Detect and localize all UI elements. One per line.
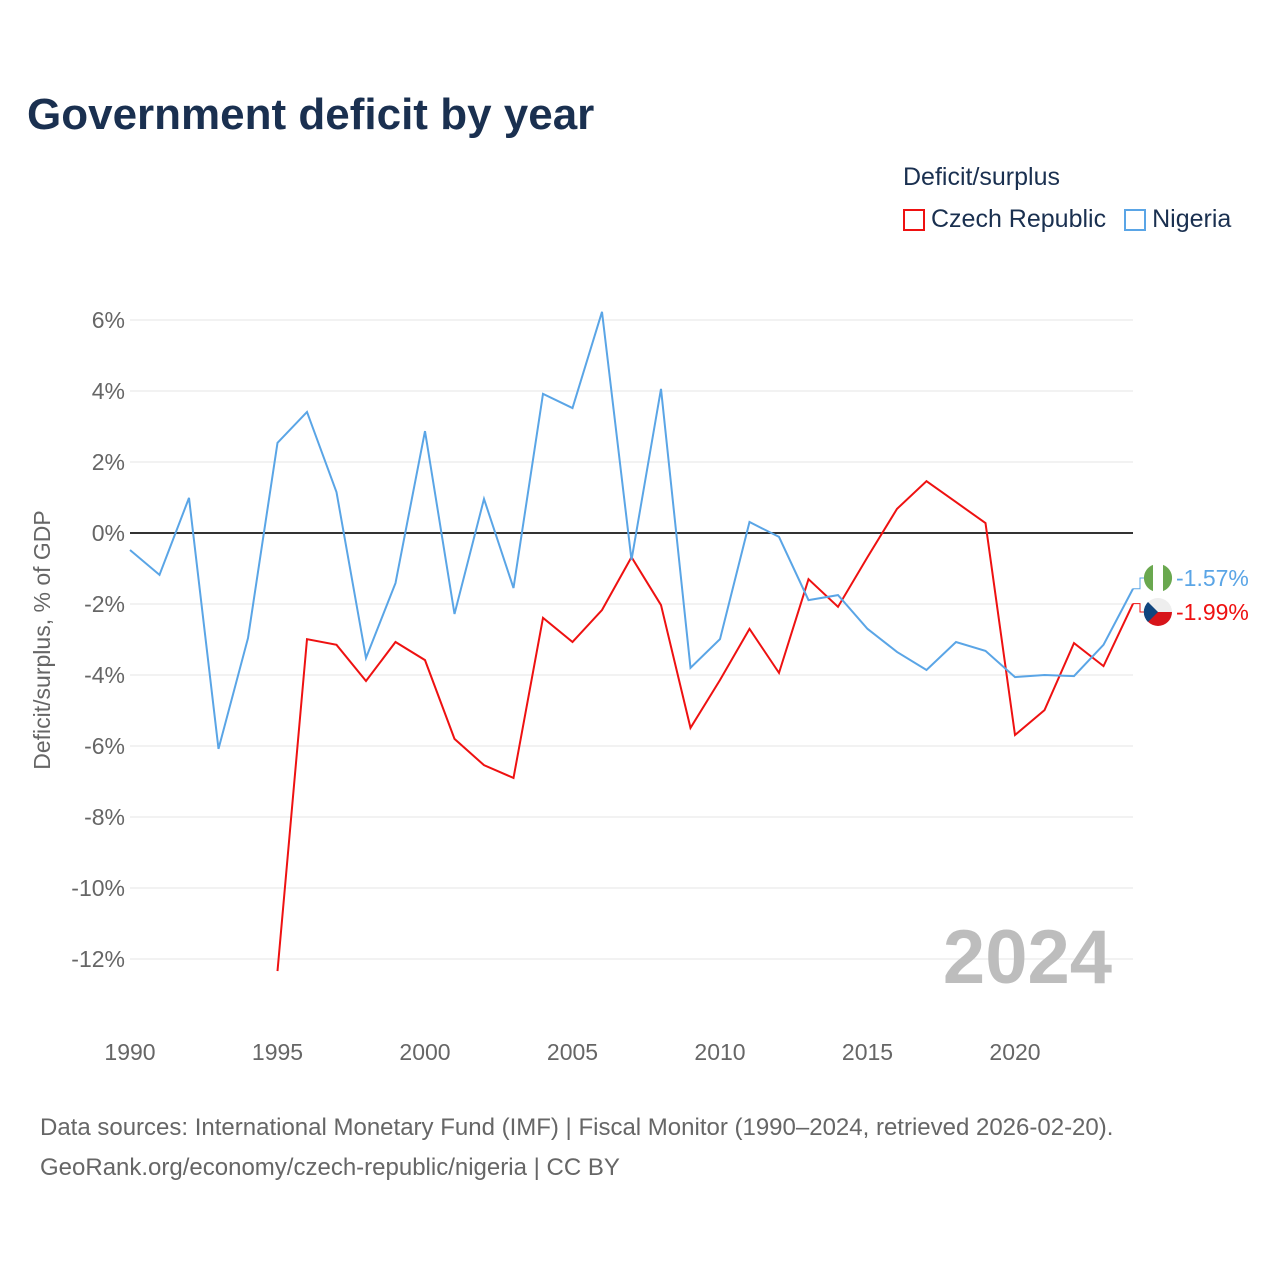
- legend-item-nigeria[interactable]: Nigeria: [1124, 205, 1231, 234]
- y-axis-label: Deficit/surplus, % of GDP: [29, 510, 55, 769]
- chart-title: Government deficit by year: [27, 90, 595, 139]
- y-tick-label: -8%: [84, 804, 125, 830]
- legend-label: Nigeria: [1152, 205, 1232, 233]
- x-tick-label: 2020: [989, 1039, 1040, 1065]
- series-line-nigeria: [129, 311, 1134, 750]
- y-tick-label: 4%: [92, 378, 125, 404]
- y-tick-label: -6%: [84, 733, 125, 759]
- x-tick-label: 1990: [104, 1039, 155, 1065]
- x-tick-label: 1995: [252, 1039, 303, 1065]
- y-tick-label: -10%: [71, 875, 125, 901]
- series-line-czech: [276, 479, 1134, 972]
- czech-flag-icon: [1143, 602, 1158, 622]
- x-tick-label: 2000: [399, 1039, 450, 1065]
- y-tick-label: 0%: [92, 520, 125, 546]
- legend-swatch-czech: [903, 208, 925, 231]
- y-tick-label: -4%: [84, 662, 125, 688]
- legend-label: Czech Republic: [931, 205, 1107, 233]
- source-note: Data sources: International Monetary Fun…: [40, 1108, 1113, 1188]
- legend: Czech Republic Nigeria: [903, 205, 1231, 234]
- year-watermark: 2024: [943, 915, 1112, 1000]
- y-tick-label: -2%: [84, 591, 125, 617]
- nigeria-flag-icon: [1143, 564, 1153, 592]
- y-tick-label: -12%: [71, 946, 125, 972]
- end-value-label: -1.57%: [1176, 565, 1249, 591]
- legend-item-czech[interactable]: Czech Republic: [903, 205, 1106, 234]
- source-line-2[interactable]: GeoRank.org/economy/czech-republic/niger…: [40, 1154, 620, 1181]
- nigeria-flag-icon: [1163, 564, 1173, 592]
- legend-swatch-nigeria: [1124, 208, 1147, 231]
- legend-title: Deficit/surplus: [903, 163, 1060, 191]
- y-tick-label: 2%: [92, 449, 125, 475]
- end-value-label: -1.99%: [1176, 599, 1249, 625]
- x-tick-label: 2015: [842, 1039, 893, 1065]
- source-line-1: Data sources: International Monetary Fun…: [40, 1114, 1114, 1141]
- y-tick-label: 6%: [92, 307, 125, 333]
- x-tick-label: 2005: [547, 1039, 598, 1065]
- x-tick-label: 2010: [694, 1039, 745, 1065]
